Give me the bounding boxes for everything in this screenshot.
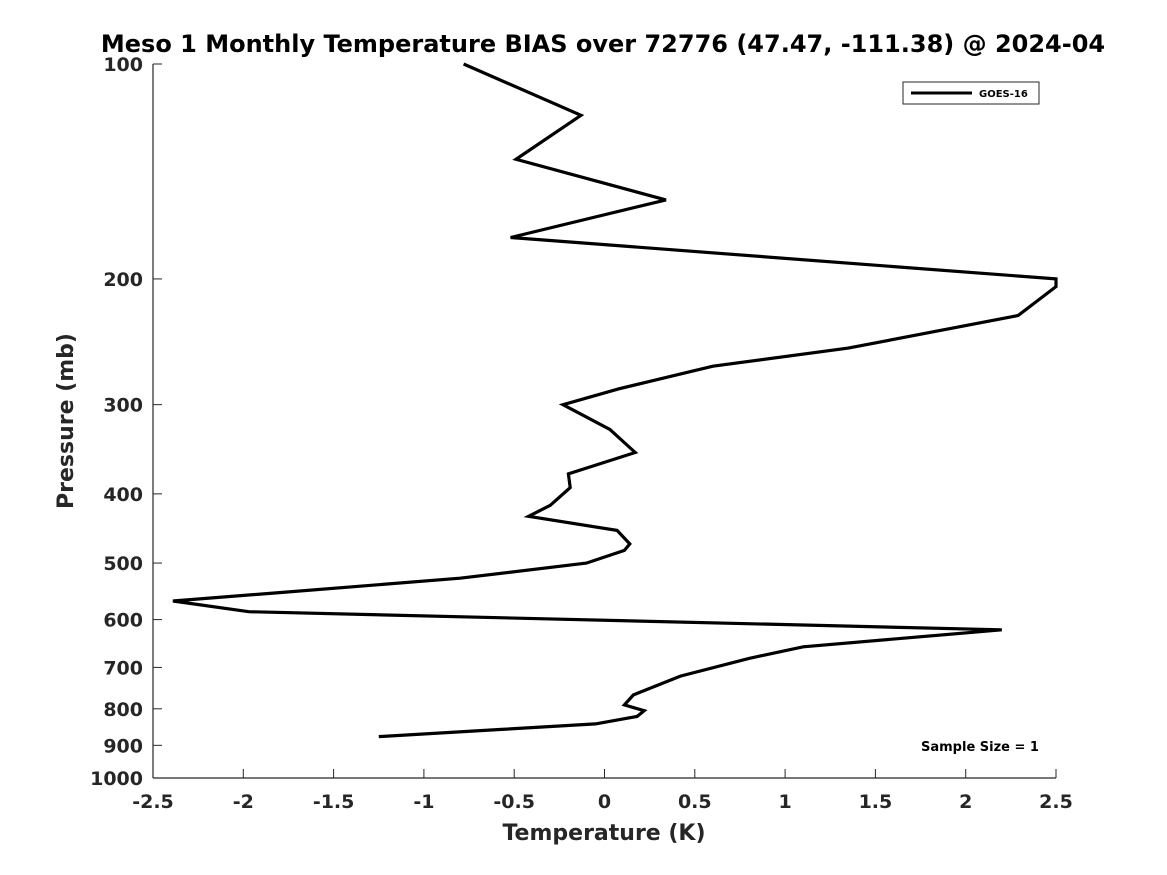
y-tick-label: 200 — [103, 269, 143, 291]
x-tick-label: -2.5 — [132, 791, 174, 813]
x-tick-label: -1.5 — [313, 791, 355, 813]
y-tick-label: 800 — [103, 699, 143, 721]
plot-area — [153, 64, 1056, 778]
x-axis-ticks: -2.5 -2 -1.5 -1 -0.5 0 0.5 1 1.5 2 2.5 — [132, 769, 1073, 813]
y-tick-label: 600 — [103, 610, 143, 632]
goes-16-series-line — [172, 62, 1058, 739]
y-tick-label: 100 — [103, 54, 143, 76]
y-tick-label: 500 — [103, 553, 143, 575]
y-tick-label: 700 — [103, 657, 143, 679]
y-tick-label: 300 — [103, 395, 143, 417]
x-tick-label: 2.5 — [1039, 791, 1073, 813]
x-axis-label: Temperature (K) — [502, 821, 705, 846]
x-tick-label: 0 — [598, 791, 611, 813]
x-tick-label: 1.5 — [859, 791, 893, 813]
x-tick-label: 0.5 — [678, 791, 712, 813]
x-tick-label: 2 — [959, 791, 972, 813]
x-tick-label: -0.5 — [493, 791, 535, 813]
chart-title: Meso 1 Monthly Temperature BIAS over 727… — [101, 30, 1105, 58]
y-axis-label: Pressure (mb) — [54, 333, 79, 509]
x-tick-label: -1 — [413, 791, 434, 813]
y-axis-ticks: 100 200 300 400 500 600 700 800 900 1000 — [90, 54, 162, 790]
y-tick-label: 900 — [103, 735, 143, 757]
y-tick-label: 400 — [103, 484, 143, 506]
x-tick-label: 1 — [778, 791, 791, 813]
sample-size-annotation: Sample Size = 1 — [921, 740, 1039, 755]
x-tick-label: -2 — [233, 791, 254, 813]
legend-label-goes-16: GOES-16 — [979, 89, 1028, 100]
legend: GOES-16 — [902, 81, 1040, 105]
y-tick-label: 1000 — [90, 768, 143, 790]
